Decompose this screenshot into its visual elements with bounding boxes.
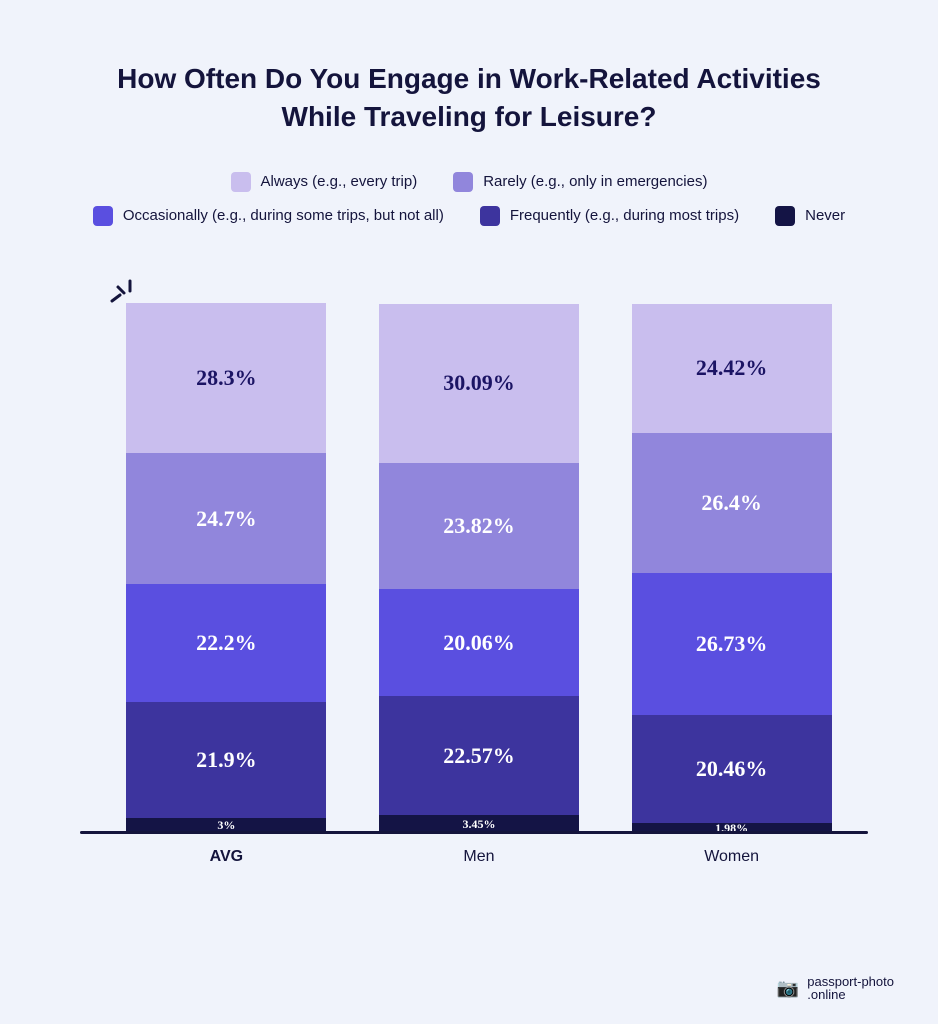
camera-icon: 📷 [777, 979, 799, 997]
bar-segment-always: 28.3% [126, 303, 326, 453]
chart-legend: Always (e.g., every trip) Rarely (e.g., o… [50, 172, 888, 226]
bar-segment-frequently: 20.46% [632, 715, 832, 823]
chart-baseline [80, 831, 868, 834]
legend-label: Frequently (e.g., during most trips) [510, 207, 739, 224]
bar-column: 28.3%24.7%22.2%21.9%3% [126, 303, 326, 834]
bar-value-label: 26.73% [696, 631, 768, 657]
bar-value-label: 20.06% [443, 630, 515, 656]
bar-value-label: 26.4% [701, 490, 762, 516]
stacked-bar-chart: 28.3%24.7%22.2%21.9%3%30.09%23.82%20.06%… [100, 286, 858, 866]
bar-value-label: 24.42% [696, 355, 768, 381]
bar-value-label: 24.7% [196, 506, 257, 532]
bar-segment-rarely: 26.4% [632, 433, 832, 573]
bar-value-label: 20.46% [696, 756, 768, 782]
bar-segment-occasionally: 26.73% [632, 573, 832, 715]
bar-segment-occasionally: 20.06% [379, 589, 579, 695]
bar-segment-rarely: 23.82% [379, 463, 579, 589]
attribution: 📷 passport-photo .online [777, 975, 894, 1002]
legend-label: Occasionally (e.g., during some trips, b… [123, 207, 444, 224]
bar-value-label: 22.2% [196, 630, 257, 656]
legend-item-frequently: Frequently (e.g., during most trips) [480, 206, 739, 226]
legend-item-occasionally: Occasionally (e.g., during some trips, b… [93, 206, 444, 226]
legend-swatch [93, 206, 113, 226]
legend-item-rarely: Rarely (e.g., only in emergencies) [453, 172, 707, 192]
bar-segment-always: 30.09% [379, 304, 579, 463]
legend-swatch [231, 172, 251, 192]
bar-segment-always: 24.42% [632, 304, 832, 433]
legend-label: Never [805, 207, 845, 224]
bar-column: 24.42% 26.4% 26.73% 20.46% 1.98% [632, 304, 832, 834]
chart-title: How Often Do You Engage in Work-Related … [109, 60, 829, 136]
bar-segment-rarely: 24.7% [126, 453, 326, 584]
legend-swatch [480, 206, 500, 226]
bar-column: 30.09% 23.82% 20.06% 22.57% 3.45% [379, 304, 579, 834]
bar-value-label: 28.3% [196, 365, 257, 391]
legend-label: Always (e.g., every trip) [261, 173, 418, 190]
bar-segment-frequently: 21.9% [126, 702, 326, 818]
legend-swatch [775, 206, 795, 226]
bar-value-label: 1.98% [715, 821, 748, 836]
bar-value-label: 21.9% [196, 747, 257, 773]
category-label: Men [379, 848, 579, 866]
category-label: Women [632, 848, 832, 866]
bar-value-label: 22.57% [443, 743, 515, 769]
attribution-line2: .online [807, 987, 845, 1002]
category-label: AVG [126, 848, 326, 866]
bar-segment-frequently: 22.57% [379, 696, 579, 816]
bar-value-label: 3.45% [462, 817, 495, 832]
legend-item-never: Never [775, 206, 845, 226]
bar-value-label: 30.09% [443, 370, 515, 396]
legend-swatch [453, 172, 473, 192]
bar-segment-occasionally: 22.2% [126, 584, 326, 702]
legend-label: Rarely (e.g., only in emergencies) [483, 173, 707, 190]
bar-value-label: 23.82% [443, 513, 515, 539]
spark-icon [106, 275, 142, 311]
legend-item-always: Always (e.g., every trip) [231, 172, 418, 192]
